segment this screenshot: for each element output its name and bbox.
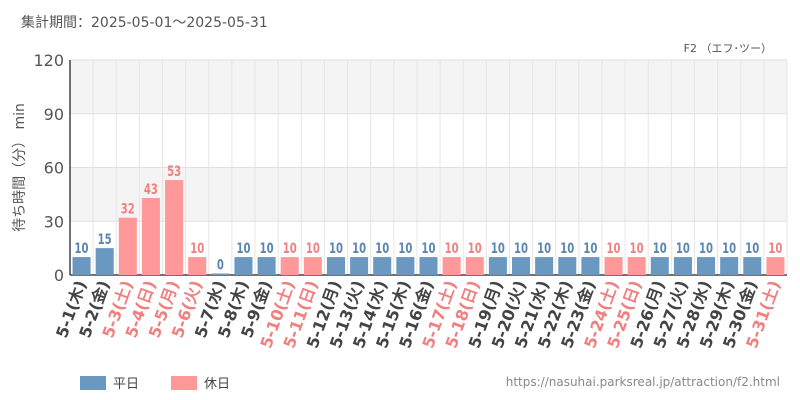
bar [673, 257, 692, 275]
data-label: 10 [329, 240, 343, 257]
data-label: 10 [768, 240, 782, 257]
data-label: 0 [217, 256, 224, 273]
bar [350, 257, 369, 275]
data-label: 15 [98, 231, 112, 248]
bar [465, 257, 484, 275]
bar [303, 257, 322, 275]
data-label: 10 [468, 240, 482, 257]
bar [535, 257, 554, 275]
legend-label-weekday: 平日 [113, 377, 140, 392]
data-label: 10 [491, 240, 505, 257]
y-axis-label: 待ち時間（分） min [12, 103, 28, 232]
legend-swatch-weekday [80, 375, 106, 390]
bar [257, 257, 276, 275]
legend-item-weekday: 平日 [80, 373, 139, 392]
source-url: https://nasuhai.parksreal.jp/attraction/… [505, 375, 780, 389]
bar [211, 273, 230, 275]
bar [396, 257, 415, 275]
bar [326, 257, 346, 275]
bar [488, 257, 507, 275]
data-label: 10 [445, 240, 459, 257]
legend-item-holiday: 休日 [171, 373, 230, 392]
bar [558, 257, 577, 275]
data-label: 10 [260, 240, 274, 257]
data-label: 10 [514, 240, 528, 257]
bar [442, 257, 461, 275]
grid-band [70, 113, 787, 168]
bar [95, 248, 114, 275]
data-label: 53 [167, 163, 181, 180]
y-tick-label: 60 [44, 159, 64, 178]
data-label: 10 [722, 240, 736, 257]
data-label: 43 [144, 181, 158, 198]
bar [720, 257, 739, 275]
legend-swatch-holiday [171, 375, 198, 390]
data-label: 10 [607, 240, 621, 257]
bar [141, 197, 160, 275]
bar [627, 257, 646, 275]
data-label: 10 [653, 240, 667, 257]
data-label: 10 [375, 240, 389, 257]
data-label: 10 [306, 240, 320, 257]
data-label: 10 [236, 240, 250, 257]
grid-band [70, 167, 787, 222]
chart-legend: 平日 休日 [80, 373, 262, 392]
bar [373, 257, 392, 275]
legend-label-holiday: 休日 [204, 377, 231, 392]
y-tick-label: 0 [54, 266, 64, 285]
grid-band [70, 60, 787, 114]
y-tick-label: 90 [44, 105, 64, 124]
bar [72, 257, 91, 275]
data-label: 10 [75, 240, 89, 257]
data-label: 10 [676, 240, 690, 257]
bar [419, 257, 438, 275]
data-label: 10 [190, 240, 204, 257]
y-tick-label: 30 [44, 212, 64, 231]
bar [650, 257, 669, 275]
bar [697, 257, 716, 275]
data-label: 10 [583, 240, 597, 257]
data-label: 10 [352, 240, 366, 257]
attraction-name: F2 （エフ･ツー） [683, 42, 772, 55]
bar [280, 257, 299, 275]
data-label: 10 [398, 240, 412, 257]
bar [118, 217, 137, 275]
bar [165, 180, 184, 275]
y-tick-label: 120 [33, 51, 64, 70]
data-label: 10 [537, 240, 551, 257]
bar [766, 257, 785, 275]
bar [234, 257, 253, 275]
bar [581, 257, 600, 275]
bar [188, 257, 207, 275]
data-label: 32 [121, 200, 135, 217]
bar [511, 257, 531, 275]
bar [604, 257, 623, 275]
data-label: 10 [630, 240, 644, 257]
bar [743, 257, 762, 275]
data-label: 10 [421, 240, 435, 257]
data-label: 10 [283, 240, 297, 257]
data-label: 10 [699, 240, 713, 257]
period-label: 集計期間：2025-05-01～2025-05-31 [21, 15, 268, 31]
data-label: 10 [745, 240, 759, 257]
data-label: 10 [560, 240, 574, 257]
